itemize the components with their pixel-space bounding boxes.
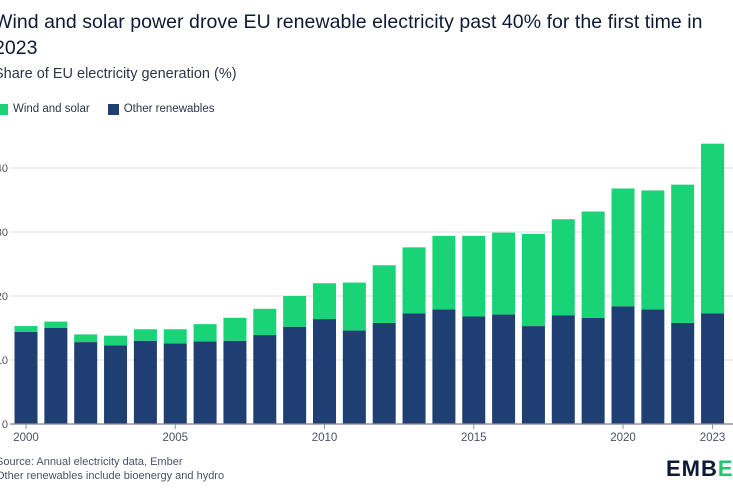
bar-other-renewables-2016 xyxy=(492,314,516,424)
y-tick-label-40: 40 xyxy=(0,163,8,175)
y-tick-label-0: 0 xyxy=(2,419,8,431)
bar-other-renewables-2015 xyxy=(462,316,486,424)
bar-other-renewables-2010 xyxy=(313,319,336,424)
bar-wind-and-solar-2022 xyxy=(671,184,695,323)
x-tick-label-2020: 2020 xyxy=(610,432,636,444)
legend-item-other-renewables: Other renewables xyxy=(107,103,215,115)
bar-wind-and-solar-2003 xyxy=(104,335,128,346)
y-tick-label-20: 20 xyxy=(0,291,8,303)
bar-other-renewables-2008 xyxy=(253,335,277,424)
legend-label-other-renewables: Other renewables xyxy=(123,103,215,115)
bar-other-renewables-2009 xyxy=(283,326,307,424)
bar-other-renewables-2019 xyxy=(581,317,605,424)
bar-wind-and-solar-2007 xyxy=(223,317,247,341)
bar-wind-and-solar-2002 xyxy=(74,334,98,343)
bar-wind-and-solar-2000 xyxy=(14,326,38,332)
bar-other-renewables-2000 xyxy=(14,331,38,424)
bar-other-renewables-2013 xyxy=(402,313,426,424)
bar-wind-and-solar-2017 xyxy=(521,233,545,327)
source-note: Source: Annual electricity data, Ember xyxy=(0,456,183,468)
bar-wind-and-solar-2023 xyxy=(701,143,725,314)
legend-item-wind-solar: Wind and solar xyxy=(0,103,90,115)
x-tick-label-2010: 2010 xyxy=(312,432,338,444)
legend-swatch-other-renewables xyxy=(107,103,119,115)
bar-other-renewables-2005 xyxy=(163,343,187,424)
bar-wind-and-solar-2015 xyxy=(462,235,486,317)
bar-wind-and-solar-2004 xyxy=(133,329,157,341)
bar-other-renewables-2023 xyxy=(701,313,725,424)
bar-wind-and-solar-2008 xyxy=(253,308,277,336)
bar-other-renewables-2017 xyxy=(521,326,545,424)
bar-other-renewables-2002 xyxy=(74,342,98,424)
bar-other-renewables-2014 xyxy=(432,309,456,424)
logo-text-accent: E xyxy=(717,456,733,481)
bar-other-renewables-2020 xyxy=(611,306,635,424)
ember-logo: EMBER xyxy=(666,456,733,482)
definition-note: Other renewables include bioenergy and h… xyxy=(0,470,225,482)
y-tick-label-30: 30 xyxy=(0,227,8,239)
x-tick-label-2000: 2000 xyxy=(13,432,39,444)
bar-other-renewables-2001 xyxy=(44,328,68,424)
bar-other-renewables-2011 xyxy=(342,330,366,424)
bar-other-renewables-2018 xyxy=(551,315,575,424)
bar-wind-and-solar-2013 xyxy=(402,247,426,314)
bar-other-renewables-2022 xyxy=(671,322,695,424)
bar-wind-and-solar-2005 xyxy=(163,329,187,344)
chart-title: Wind and solar power drove EU renewable … xyxy=(0,11,703,59)
legend-swatch-wind-solar xyxy=(0,103,8,115)
bar-wind-and-solar-2012 xyxy=(372,265,396,323)
footer: Source: Annual electricity data, Ember O… xyxy=(0,455,224,483)
bar-wind-and-solar-2018 xyxy=(551,219,575,316)
bar-wind-and-solar-2020 xyxy=(611,188,635,307)
bar-other-renewables-2012 xyxy=(372,322,396,424)
bar-other-renewables-2007 xyxy=(223,340,247,424)
legend: Wind and solar Other renewables xyxy=(0,103,233,115)
logo-text-main: EMB xyxy=(666,456,718,481)
bar-wind-and-solar-2021 xyxy=(641,190,665,310)
x-tick-label-2005: 2005 xyxy=(162,432,188,444)
bar-other-renewables-2006 xyxy=(193,341,217,424)
bar-wind-and-solar-2016 xyxy=(492,232,516,315)
legend-label-wind-solar: Wind and solar xyxy=(13,103,90,115)
bar-other-renewables-2004 xyxy=(133,340,157,424)
x-tick-label-2015: 2015 xyxy=(461,432,487,444)
bar-wind-and-solar-2011 xyxy=(342,282,366,331)
bar-other-renewables-2003 xyxy=(104,345,128,424)
bar-wind-and-solar-2009 xyxy=(283,296,307,327)
bar-other-renewables-2021 xyxy=(641,309,665,424)
bar-wind-and-solar-2001 xyxy=(44,321,68,328)
x-tick-label-2023: 2023 xyxy=(700,432,726,444)
chart-subtitle: Share of EU electricity generation (%) xyxy=(0,66,237,82)
bar-wind-and-solar-2019 xyxy=(581,211,605,318)
bar-wind-and-solar-2006 xyxy=(193,324,217,342)
bar-wind-and-solar-2014 xyxy=(432,235,456,310)
bar-wind-and-solar-2010 xyxy=(313,283,336,320)
y-tick-label-10: 10 xyxy=(0,355,8,367)
